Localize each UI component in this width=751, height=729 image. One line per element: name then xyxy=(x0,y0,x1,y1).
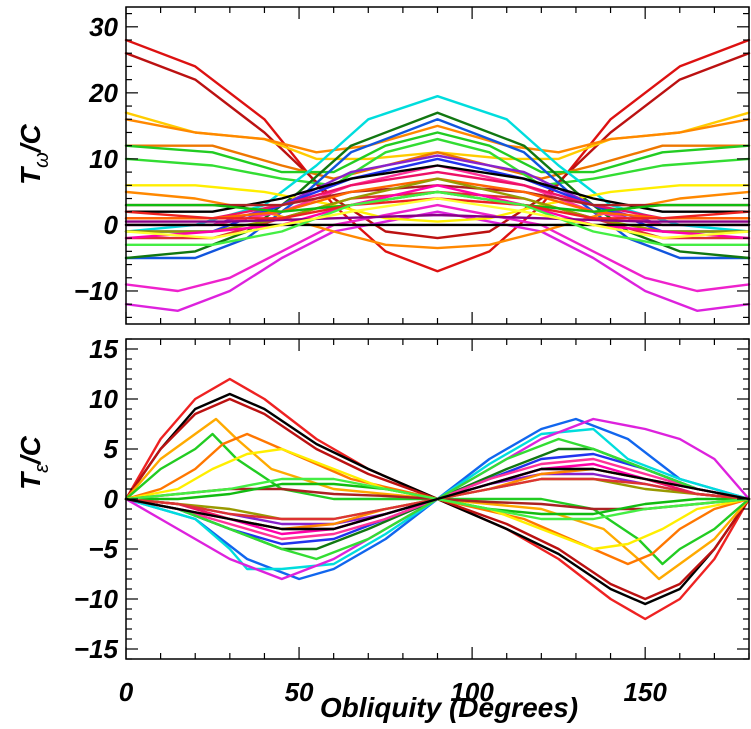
series-line-9 xyxy=(124,118,751,260)
bottom-ticks xyxy=(125,338,750,660)
xtick-label: 0 xyxy=(119,677,134,707)
ytick-label: 0 xyxy=(104,484,119,514)
x-axis-title: Obliquity (Degrees) xyxy=(320,692,578,723)
series-line-13 xyxy=(124,190,751,250)
ytick-label: −15 xyxy=(74,634,119,664)
series-line-4 xyxy=(124,118,751,154)
top-ylabel-main: T xyxy=(15,165,46,185)
series-line-5 xyxy=(124,144,751,180)
top-series-layer xyxy=(124,38,751,312)
bottom-ylabel-sub: ε xyxy=(31,463,53,473)
series-line-26 xyxy=(124,213,751,223)
xtick-label: 100 xyxy=(450,677,494,707)
series-line-1 xyxy=(124,38,751,273)
bottom-panel: −15 −10 −5 0 5 10 15 0 50 100 150 Tε/C Obliquity … xyxy=(15,334,751,723)
ytick-label: 5 xyxy=(104,434,119,464)
ytick-label: 10 xyxy=(89,144,118,174)
ytick-label: 30 xyxy=(89,12,118,42)
ytick-label: 15 xyxy=(89,334,118,364)
series-line-10 xyxy=(124,111,751,260)
top-ytick-labels: −10 0 10 20 30 xyxy=(74,12,119,306)
series-line-24 xyxy=(124,467,751,531)
series-line-12 xyxy=(124,203,751,293)
top-ylabel: Tω/C xyxy=(15,124,53,185)
top-panel: −10 0 10 20 30 Tω/C xyxy=(15,6,751,325)
bottom-ylabel-tail: /C xyxy=(15,435,46,466)
ytick-label: −5 xyxy=(88,534,118,564)
series-line-11 xyxy=(124,210,751,312)
top-ylabel-sub: ω xyxy=(31,152,53,168)
series-line-16 xyxy=(124,157,751,233)
series-line-24 xyxy=(124,190,751,213)
series-line-7 xyxy=(124,137,751,187)
ytick-label: 10 xyxy=(89,384,118,414)
top-ylabel-tail: /C xyxy=(15,124,46,155)
bottom-xtick-labels: 0 50 100 150 xyxy=(119,677,668,707)
ytick-label: −10 xyxy=(74,584,119,614)
bottom-ytick-labels: −15 −10 −5 0 5 10 15 xyxy=(74,334,119,664)
series-line-9 xyxy=(124,427,751,571)
series-line-23 xyxy=(124,177,751,233)
ytick-label: 0 xyxy=(104,210,119,240)
bottom-series-layer xyxy=(124,377,751,621)
series-line-29 xyxy=(124,190,751,246)
top-ticks xyxy=(125,7,750,324)
ytick-label: 20 xyxy=(88,78,118,108)
bottom-ylabel: Tε/C xyxy=(15,435,53,490)
series-line-2 xyxy=(124,52,751,240)
series-line-6 xyxy=(124,131,751,174)
xtick-label: 50 xyxy=(285,677,314,707)
bottom-ylabel-main: T xyxy=(15,470,46,490)
series-line-18 xyxy=(124,170,751,220)
series-line-30 xyxy=(124,197,751,240)
series-line-25 xyxy=(124,184,751,240)
xtick-label: 150 xyxy=(623,677,667,707)
series-line-14 xyxy=(124,184,751,223)
ytick-label: −10 xyxy=(74,276,119,306)
